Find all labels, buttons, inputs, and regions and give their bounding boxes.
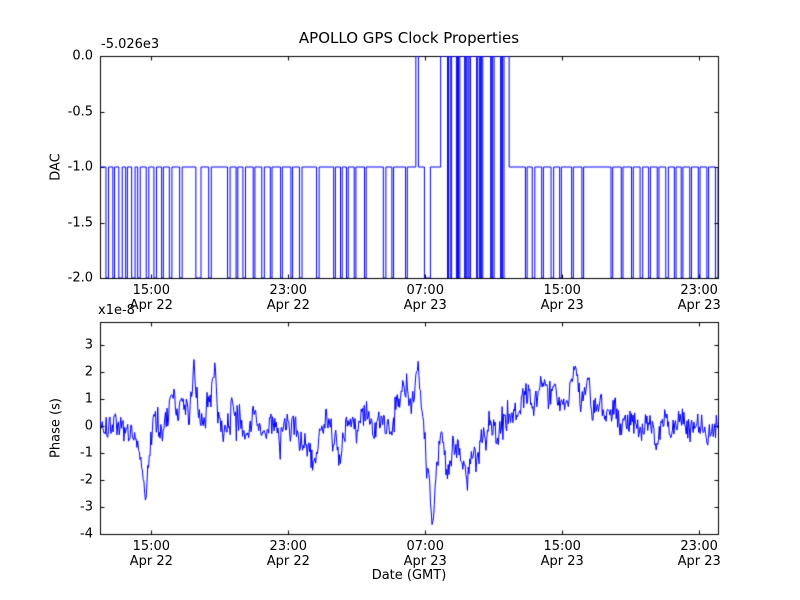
dac-offset-text: -5.026e3 [101, 37, 160, 52]
y-tick-label: 3 [84, 337, 93, 353]
x-tick-label: 15:00 Apr 23 [540, 283, 584, 314]
x-tick-label: 23:00 Apr 22 [266, 283, 310, 314]
x-tick-label: 23:00 Apr 23 [677, 283, 721, 314]
y-tick-label: -4 [80, 526, 93, 542]
phase-y-axis-label: Phase (s) [48, 398, 64, 458]
y-tick-label: 0.0 [72, 48, 93, 64]
phase-offset-text: x1e-8 [98, 303, 135, 318]
y-tick-label: -2.0 [67, 270, 93, 286]
y-tick-label: -1.5 [67, 215, 93, 230]
y-tick-label: 0 [84, 418, 93, 434]
x-tick-label: 07:00 Apr 23 [403, 283, 447, 314]
y-tick-label: 2 [84, 364, 93, 380]
y-tick-label: -1 [80, 445, 93, 461]
x-tick-label: 23:00 Apr 23 [677, 539, 721, 570]
x-tick-label: 15:00 Apr 23 [540, 539, 584, 570]
y-tick-label: -1.0 [67, 159, 93, 175]
y-tick-label: -2 [80, 472, 93, 488]
x-axis-label: Date (GMT) [371, 568, 447, 583]
y-tick-label: -0.5 [67, 104, 93, 119]
x-tick-label: 07:00 Apr 23 [403, 539, 447, 570]
x-tick-label: 15:00 Apr 22 [129, 283, 173, 314]
dac-y-axis-label: DAC [48, 153, 64, 181]
x-tick-label: 15:00 Apr 22 [129, 539, 173, 570]
chart-title: APOLLO GPS Clock Properties [298, 29, 520, 47]
x-tick-label: 23:00 Apr 22 [266, 539, 310, 570]
y-tick-label: 1 [84, 391, 93, 407]
y-tick-label: -3 [80, 499, 93, 515]
